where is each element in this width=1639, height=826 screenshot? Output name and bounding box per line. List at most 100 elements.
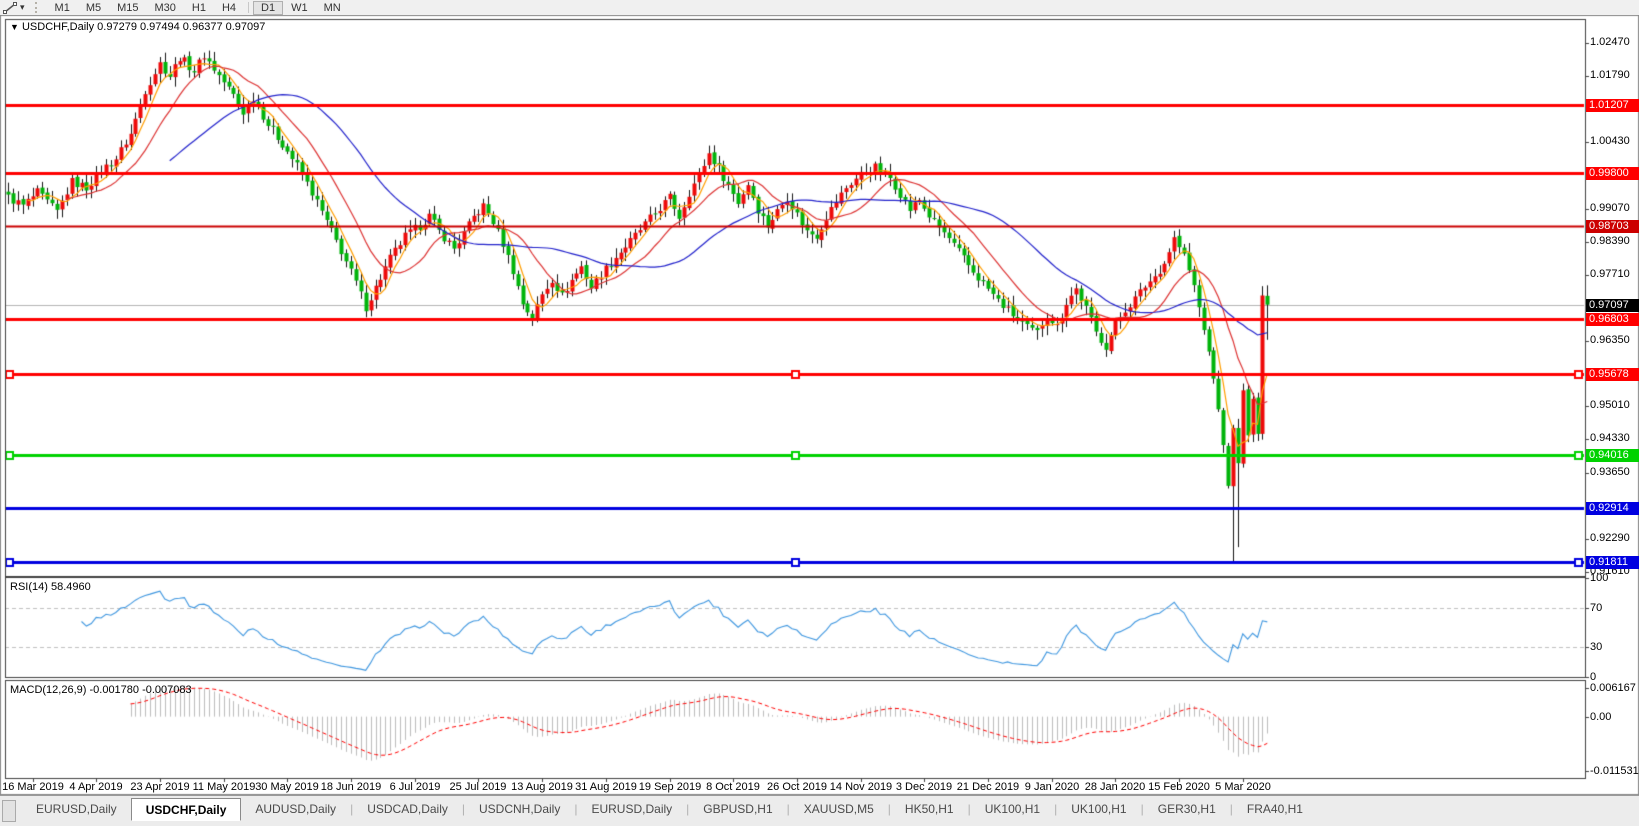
chart-tab-usdchf-daily[interactable]: USDCHF,Daily [130, 798, 242, 821]
macd-tick-label: 0.00 [1590, 711, 1612, 723]
tab-separator: | [1054, 802, 1058, 816]
date-tick-label: 30 May 2019 [255, 781, 319, 793]
timeframe-toolbar: M1 M5 M15 M30 H1 H4 D1 W1 MN [47, 0, 349, 15]
date-tick-label: 31 Aug 2019 [575, 781, 637, 793]
chart-tab-gbpusd-h1[interactable]: GBPUSD,H1 [703, 802, 773, 816]
chart-symbol-period: USDCHF,Daily [21, 21, 95, 33]
timeframe-button-m30[interactable]: M30 [154, 1, 176, 14]
date-tick-label: 13 Aug 2019 [511, 781, 573, 793]
date-tick-label: 25 Jul 2019 [449, 781, 507, 793]
date-tick-label: 26 Oct 2019 [767, 781, 827, 793]
date-tick-label: 8 Oct 2019 [706, 781, 760, 793]
date-tick-label: 19 Sep 2019 [638, 781, 702, 793]
top-toolbar: ▾ M1 M5 M15 M30 H1 H4 D1 W1 MN [0, 0, 1639, 16]
timeframe-button-m1[interactable]: M1 [54, 1, 70, 14]
price-tick-label: 1.00430 [1590, 135, 1630, 147]
date-tick-label: 6 Jul 2019 [389, 781, 441, 793]
chart-tab-hk50-h1[interactable]: HK50,H1 [904, 802, 954, 816]
timeframe-button-mn[interactable]: MN [323, 1, 341, 14]
chart-title: ▼ USDCHF,Daily 0.97279 0.97494 0.96377 0… [10, 21, 265, 33]
date-tick-label: 28 Jan 2020 [1084, 781, 1146, 793]
date-tick-label: 11 May 2019 [192, 781, 256, 793]
macd-indicator-label: MACD(12,26,9) -0.001780 -0.007083 [10, 684, 192, 696]
current-price-badge: 0.97097 [1586, 299, 1639, 312]
timeframe-button-m5[interactable]: M5 [85, 1, 102, 14]
date-tick-label: 5 Mar 2020 [1215, 781, 1271, 793]
price-line-badge: 0.96803 [1586, 313, 1639, 326]
tab-separator: | [786, 802, 790, 816]
date-tick-label: 3 Dec 2019 [895, 781, 953, 793]
chart-tab-xauusd-m5[interactable]: XAUUSD,M5 [803, 802, 874, 816]
date-tick-label: 15 Feb 2020 [1148, 781, 1210, 793]
price-tick-label: 0.93650 [1590, 466, 1630, 478]
price-tick-label: 0.94330 [1590, 432, 1630, 444]
tab-scroll-button[interactable] [2, 800, 16, 822]
price-line-badge: 0.98703 [1586, 220, 1639, 233]
date-tick-label: 9 Jan 2020 [1024, 781, 1080, 793]
price-tick-label: 0.96350 [1590, 334, 1630, 346]
chart-window[interactable]: ▼ USDCHF,Daily 0.97279 0.97494 0.96377 0… [0, 15, 1639, 795]
tab-separator: | [574, 802, 578, 816]
price-tick-label: 0.92290 [1590, 532, 1630, 544]
chart-tab-uk100-h1[interactable]: UK100,H1 [984, 802, 1041, 816]
chart-collapse-icon[interactable]: ▼ [10, 22, 19, 32]
macd-tick-label: -0.011531 [1590, 765, 1639, 777]
price-tick-label: 0.98390 [1590, 235, 1630, 247]
price-tick-label: 0.99070 [1590, 202, 1630, 214]
toolbar-grip-handle[interactable] [34, 2, 41, 13]
date-tick-label: 18 Jun 2019 [320, 781, 382, 793]
chart-tab-usdcad-daily[interactable]: USDCAD,Daily [367, 802, 448, 816]
price-tick-label: 1.02470 [1590, 36, 1630, 48]
timeframe-button-h4[interactable]: H4 [221, 1, 237, 14]
macd-tick-label: 0.006167 [1590, 682, 1636, 694]
price-tick-label: 1.01790 [1590, 69, 1630, 81]
chart-tab-eurusd-daily[interactable]: EURUSD,Daily [36, 802, 117, 816]
chart-tab-eurusd-daily[interactable]: EURUSD,Daily [591, 802, 673, 816]
date-tick-label: 4 Apr 2019 [69, 781, 123, 793]
tab-separator: | [1229, 802, 1233, 816]
tab-separator: | [461, 802, 465, 816]
price-line-badge: 0.95678 [1586, 368, 1639, 381]
chart-tab-ger30-h1[interactable]: GER30,H1 [1157, 802, 1216, 816]
tab-separator: | [1140, 802, 1144, 816]
rsi-name: RSI(14) [10, 581, 48, 593]
chart-tab-uk100-h1[interactable]: UK100,H1 [1071, 802, 1127, 816]
price-line-badge: 1.01207 [1586, 99, 1639, 112]
timeframe-button-m15[interactable]: M15 [117, 1, 139, 14]
chevron-down-icon[interactable]: ▾ [20, 2, 25, 12]
line-studies-icon[interactable] [3, 1, 19, 14]
macd-current-values: -0.001780 -0.007083 [89, 684, 192, 696]
rsi-tick-label: 70 [1590, 602, 1603, 614]
rsi-indicator-label: RSI(14) 58.4960 [10, 581, 91, 593]
price-line-badge: 0.92914 [1586, 502, 1639, 515]
timeframe-button-h1[interactable]: H1 [191, 1, 206, 14]
price-chart-canvas[interactable] [0, 15, 1639, 795]
price-line-badge: 0.94016 [1586, 449, 1639, 462]
price-line-badge: 0.99800 [1586, 167, 1639, 180]
price-tick-label: 0.97710 [1590, 268, 1630, 280]
chart-ohlc-values: 0.97279 0.97494 0.96377 0.97097 [97, 21, 266, 33]
tab-separator: | [887, 802, 891, 816]
price-tick-label: 0.95010 [1590, 399, 1630, 411]
date-tick-label: 16 Mar 2019 [2, 781, 64, 793]
rsi-current-value: 58.4960 [50, 581, 91, 593]
chart-tab-bar: EURUSD,Daily USDCHF,Daily AUDUSD,Daily | USD… [0, 795, 1639, 826]
timeframe-button-d1[interactable]: D1 [253, 0, 284, 15]
date-tick-label: 14 Nov 2019 [829, 781, 893, 793]
tab-separator: | [967, 802, 971, 816]
chart-tab-usdcnh-daily[interactable]: USDCNH,Daily [479, 802, 561, 816]
date-tick-label: 23 Apr 2019 [130, 781, 190, 793]
price-line-badge: 0.91811 [1586, 556, 1639, 569]
tab-separator: | [686, 802, 690, 816]
macd-name: MACD(12,26,9) [10, 684, 87, 696]
rsi-tick-label: 100 [1590, 572, 1609, 584]
chart-tab-fra40-h1[interactable]: FRA40,H1 [1246, 802, 1303, 816]
rsi-tick-label: 30 [1590, 641, 1603, 653]
chart-tab-audusd-daily[interactable]: AUDUSD,Daily [255, 802, 337, 816]
tab-separator: | [350, 802, 354, 816]
rsi-tick-label: 0 [1590, 671, 1597, 683]
timeframe-button-w1[interactable]: W1 [291, 1, 308, 14]
date-tick-label: 21 Dec 2019 [956, 781, 1020, 793]
toolbar-separator [248, 2, 250, 13]
